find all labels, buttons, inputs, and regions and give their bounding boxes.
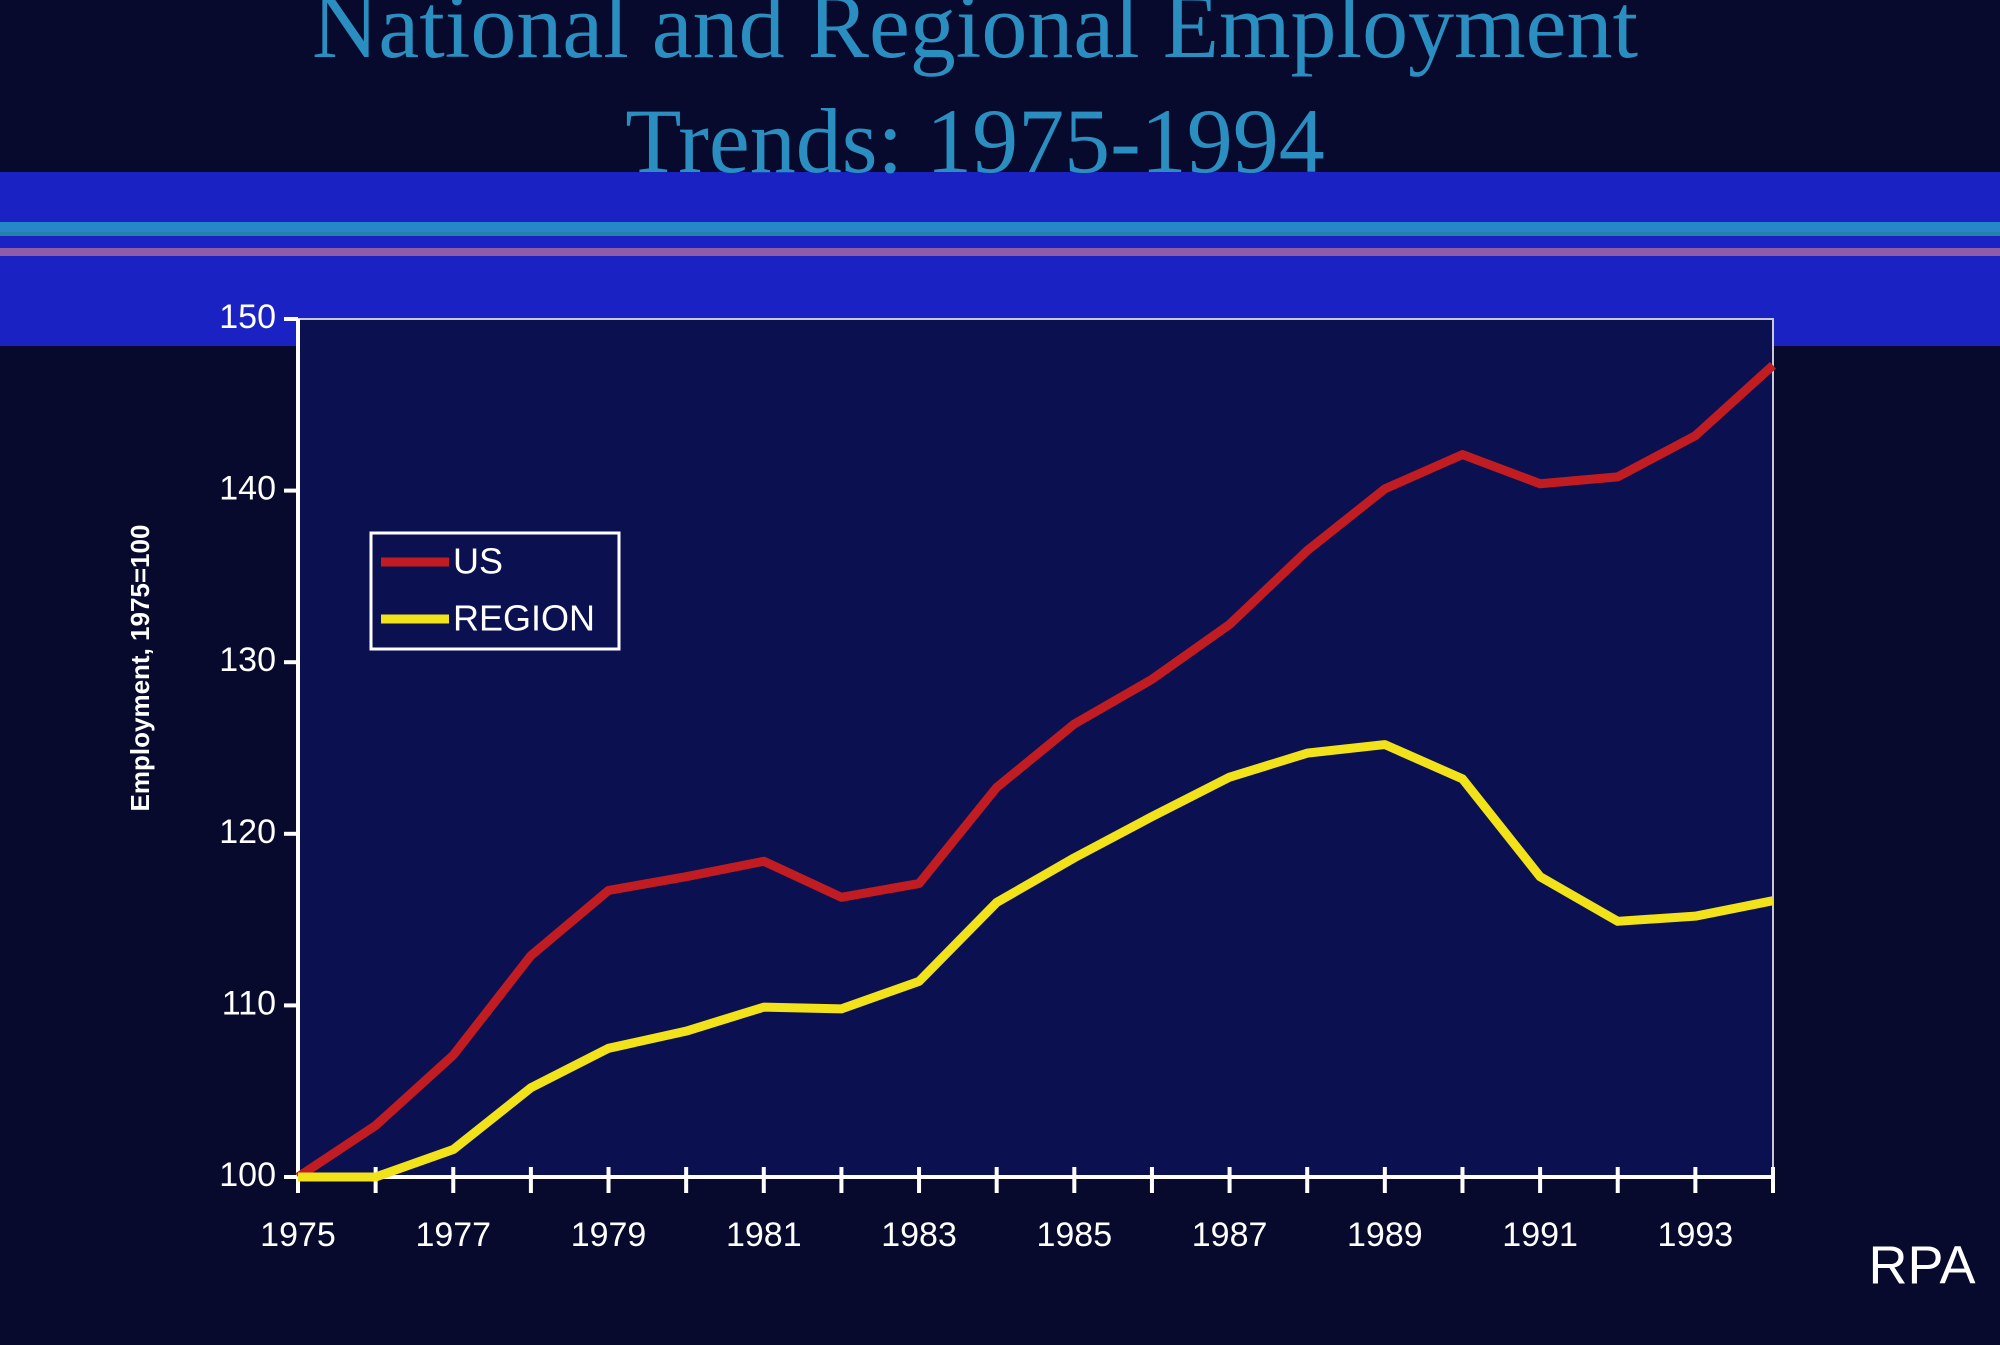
- x-tick-label: 1993: [1658, 1216, 1734, 1254]
- y-tick-label: 130: [219, 641, 276, 679]
- x-tick-label: 1985: [1036, 1216, 1112, 1254]
- x-tick-label: 1979: [571, 1216, 647, 1254]
- y-tick-label: 150: [219, 298, 276, 336]
- data-line: [298, 740, 1774, 1182]
- plot: 100 110 120 130 140 150 1975 1977 1979 1981 1983 19…: [219, 298, 1777, 1254]
- chart-title: Trends: 1975-1994: [625, 90, 1324, 192]
- x-tick-label: 1989: [1347, 1216, 1423, 1254]
- band-stripe: [0, 248, 2000, 256]
- chart-title: National and Regional Employment: [312, 0, 1638, 77]
- x-tick-label: 1977: [415, 1216, 491, 1254]
- legend-box: [369, 531, 621, 651]
- y-tick-label: 110: [222, 984, 276, 1022]
- x-tick-label: 1975: [260, 1216, 336, 1254]
- band: [0, 236, 2000, 248]
- y-tick-label: 100: [219, 1156, 276, 1194]
- y-tick-label: 120: [219, 813, 276, 851]
- x-tick-label: 1981: [726, 1216, 802, 1254]
- legend-label: REGION: [453, 598, 595, 639]
- legend-label: US: [453, 541, 503, 582]
- y-axis-label: Employment, 1975=100: [125, 525, 155, 812]
- plot-border: [298, 318, 1774, 1177]
- band-stripe: [0, 222, 2000, 236]
- y-tick-label: 140: [219, 470, 276, 508]
- x-tick-label: 1991: [1502, 1216, 1578, 1254]
- x-tick-label: 1983: [881, 1216, 957, 1254]
- x-tick-label: 1987: [1192, 1216, 1268, 1254]
- data-line: [295, 361, 1777, 1181]
- plot-area: [298, 319, 1773, 1177]
- annotation: RPA: [1868, 1235, 1975, 1295]
